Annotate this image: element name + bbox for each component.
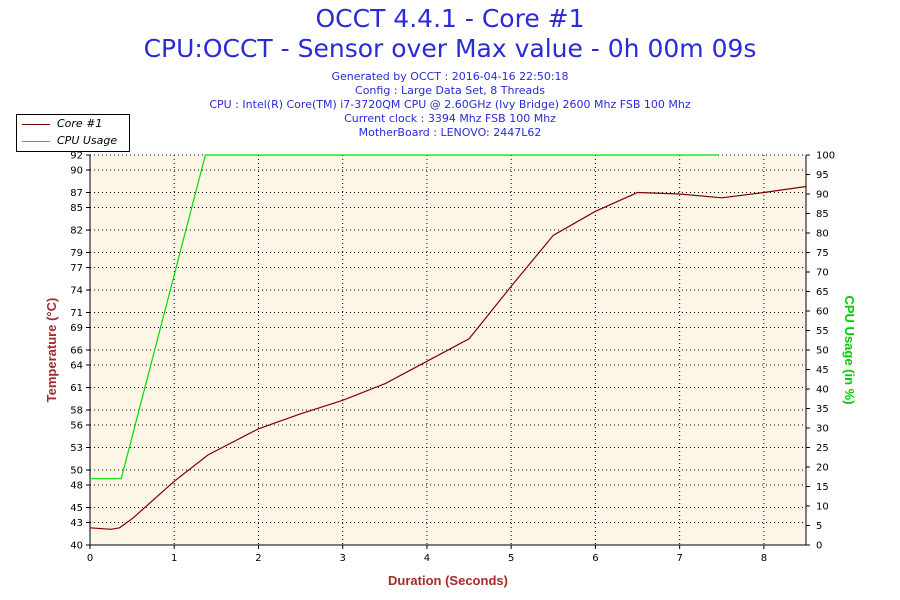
y-tick-label-right: 90 xyxy=(816,190,829,201)
generated-info: Generated by OCCT : 2016-04-16 22:50:18 xyxy=(331,70,569,83)
legend-swatch-core1 xyxy=(22,124,50,125)
y-tick-label-right: 25 xyxy=(816,443,829,454)
y-tick-label-left: 53 xyxy=(70,443,83,454)
y-tick-label-left: 50 xyxy=(70,466,83,477)
y-tick-label-left: 64 xyxy=(70,361,83,372)
y-tick-label-right: 95 xyxy=(816,170,829,181)
y-tick-label-right: 100 xyxy=(816,151,835,162)
legend: Core #1 CPU Usage xyxy=(16,114,130,152)
y-axis-label-left: Temperature (°C) xyxy=(44,298,59,403)
y-tick-label-left: 45 xyxy=(70,503,83,514)
y-tick-label-right: 50 xyxy=(816,346,829,357)
x-tick-label: 0 xyxy=(87,553,93,564)
x-tick-label: 1 xyxy=(171,553,177,564)
legend-label-cpu-usage: CPU Usage xyxy=(57,134,118,147)
legend-swatch-cpu-usage xyxy=(22,141,50,142)
legend-label-core1: Core #1 xyxy=(57,117,103,130)
x-tick-label: 8 xyxy=(761,553,767,564)
y-tick-label-left: 74 xyxy=(70,286,83,297)
y-tick-label-left: 48 xyxy=(70,481,83,492)
y-tick-label-left: 56 xyxy=(70,421,83,432)
y-tick-label-right: 10 xyxy=(816,502,829,513)
y-tick-label-right: 40 xyxy=(816,385,829,396)
y-tick-label-left: 92 xyxy=(70,151,83,162)
x-axis-label: Duration (Seconds) xyxy=(388,573,508,588)
clock-info: Current clock : 3394 Mhz FSB 100 Mhz xyxy=(344,112,556,125)
y-tick-label-right: 70 xyxy=(816,268,829,279)
y-tick-label-right: 30 xyxy=(816,424,829,435)
series-line-core1 xyxy=(89,185,807,530)
config-info: Config : Large Data Set, 8 Threads xyxy=(355,84,545,97)
y-tick-label-right: 0 xyxy=(816,541,822,552)
y-tick-label-left: 90 xyxy=(70,166,83,177)
y-tick-label-right: 60 xyxy=(816,307,829,318)
y-tick-label-right: 45 xyxy=(816,365,829,376)
y-tick-label-right: 5 xyxy=(816,521,822,532)
y-tick-label-left: 77 xyxy=(70,263,83,274)
y-tick-label-left: 87 xyxy=(70,188,83,199)
x-tick-label: 7 xyxy=(676,553,682,564)
y-tick-label-left: 71 xyxy=(70,308,83,319)
cpu-info: CPU : Intel(R) Core(TM) i7-3720QM CPU @ … xyxy=(209,98,691,111)
chart-title: OCCT 4.4.1 - Core #1 xyxy=(315,4,585,33)
y-tick-label-left: 69 xyxy=(70,323,83,334)
y-tick-label-right: 75 xyxy=(816,248,829,259)
x-tick-label: 4 xyxy=(424,553,430,564)
y-tick-label-right: 80 xyxy=(816,229,829,240)
y-tick-label-left: 40 xyxy=(70,541,83,552)
y-tick-label-right: 65 xyxy=(816,287,829,298)
x-tick-label: 5 xyxy=(508,553,514,564)
y-axis-label-right: CPU Usage (in %) xyxy=(842,295,857,404)
series-line-cpu-usage xyxy=(90,154,718,480)
y-tick-label-left: 79 xyxy=(70,248,83,259)
y-tick-label-left: 61 xyxy=(70,383,83,394)
y-tick-label-left: 43 xyxy=(70,518,83,529)
y-tick-label-left: 66 xyxy=(70,346,83,357)
x-tick-label: 6 xyxy=(592,553,598,564)
chart-subtitle: CPU:OCCT - Sensor over Max value - 0h 00… xyxy=(143,34,757,63)
legend-item-core1: Core #1 xyxy=(17,116,127,132)
y-tick-label-left: 82 xyxy=(70,226,83,237)
y-tick-label-right: 35 xyxy=(816,404,829,415)
y-tick-label-right: 15 xyxy=(816,482,829,493)
y-tick-label-left: 58 xyxy=(70,406,83,417)
y-tick-label-right: 85 xyxy=(816,209,829,220)
y-tick-label-left: 85 xyxy=(70,203,83,214)
legend-item-cpu-usage: CPU Usage xyxy=(17,133,127,149)
x-tick-label: 2 xyxy=(255,553,261,564)
x-tick-label: 3 xyxy=(340,553,346,564)
motherboard-info: MotherBoard : LENOVO: 2447L62 xyxy=(358,126,542,139)
y-tick-label-right: 55 xyxy=(816,326,829,337)
y-tick-label-right: 20 xyxy=(816,463,829,474)
